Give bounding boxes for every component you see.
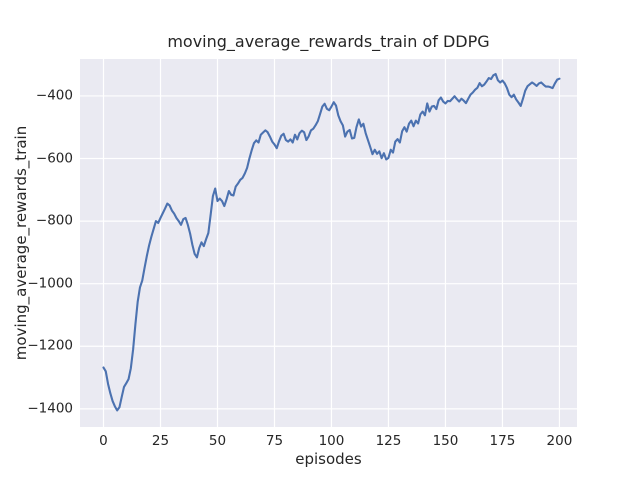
x-tick-label: 150 — [432, 433, 459, 449]
x-tick-label: 100 — [318, 433, 345, 449]
x-tick-label: 75 — [265, 433, 284, 449]
y-tick-label: −1000 — [27, 275, 73, 292]
y-tick-label: −600 — [35, 150, 73, 167]
x-tick-label: 175 — [489, 433, 516, 449]
x-tick-label: 50 — [208, 433, 227, 449]
y-tick-label: −400 — [35, 87, 73, 104]
x-tick-label: 125 — [375, 433, 402, 449]
x-tick-label: 200 — [546, 433, 573, 449]
y-tick-label: −1400 — [27, 400, 73, 417]
x-tick-label: 25 — [151, 433, 170, 449]
y-axis-label: moving_average_rewards_train — [12, 125, 30, 361]
y-tick-label: −800 — [35, 212, 73, 229]
x-axis-label: episodes — [295, 450, 362, 468]
y-tick-label: −1200 — [27, 337, 73, 354]
x-tick-label: 0 — [99, 433, 108, 449]
x-axis-tick-labels: 0 25 50 75 100 125 150 175 200 — [80, 433, 577, 449]
plot-area — [80, 59, 577, 427]
y-axis-tick-labels: −400 −600 −800 −1000 −1200 −1400 — [0, 59, 73, 427]
plot-area-svg — [80, 59, 577, 427]
chart-title: moving_average_rewards_train of DDPG — [167, 32, 490, 51]
data-line — [102, 72, 561, 412]
